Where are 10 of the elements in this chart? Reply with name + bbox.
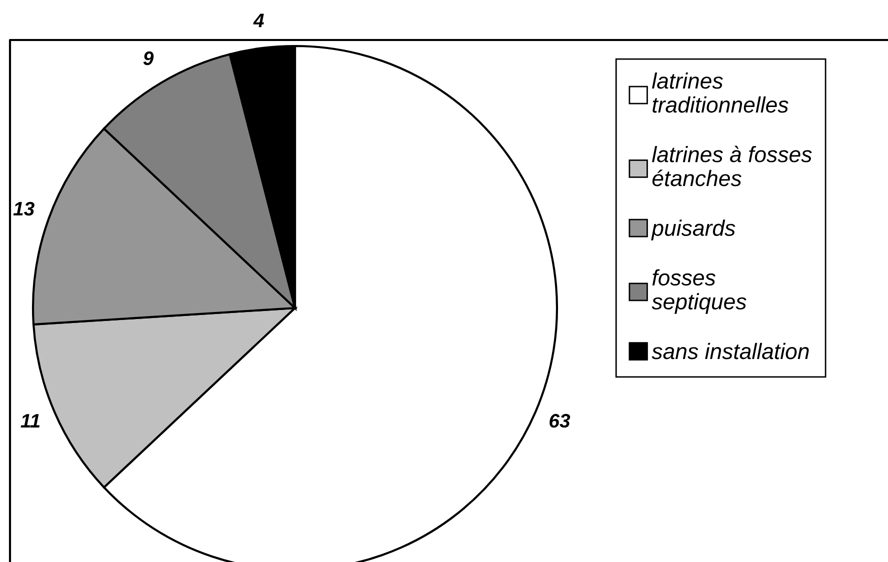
legend-label: latrines traditionnelles: [652, 72, 788, 113]
legend-label: puisards: [651, 220, 736, 240]
data-label: 11: [20, 414, 40, 428]
legend-label: fosses septiques: [652, 269, 746, 314]
legend-label: sans installation: [652, 342, 809, 360]
data-label: 9: [143, 51, 154, 66]
data-label: 4: [253, 14, 264, 28]
legend-label: latrines à fosses étanches: [652, 146, 812, 186]
data-label: 63: [550, 414, 570, 428]
data-label: 13: [13, 202, 34, 216]
